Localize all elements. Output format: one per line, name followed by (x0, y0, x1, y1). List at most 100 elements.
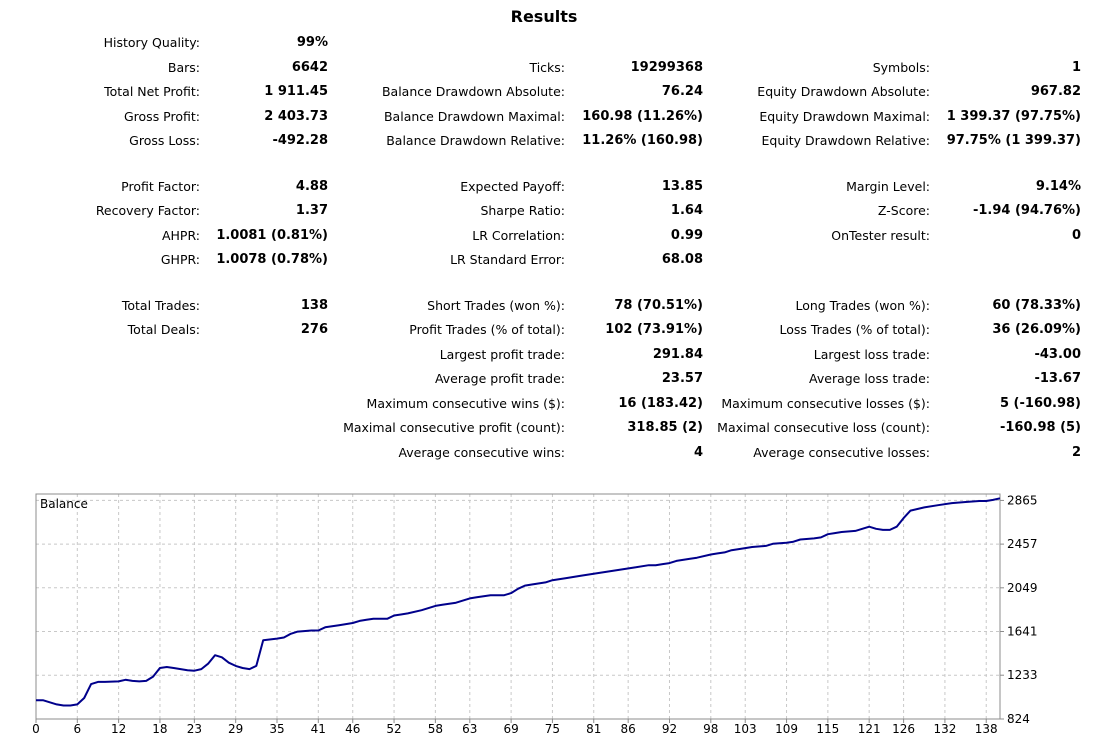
x-axis-ticks: 0 6 12 18 23 29 35 41 46 52 58 63 69 75 81 86 92 98 103 109… (32, 719, 998, 736)
equity-drawdown-maximal-label: Equity Drawdown Maximal: (759, 109, 930, 124)
x-tick-label: 63 (462, 722, 477, 736)
bars-label: Bars: (167, 60, 200, 75)
x-tick-label: 115 (816, 722, 839, 736)
balance-drawdown-absolute-value: 76.24 (661, 84, 703, 99)
balance-drawdown-maximal-value: 160.98 (11.26%) (582, 109, 703, 124)
x-tick-label: 41 (311, 722, 326, 736)
ticks-value: 19299368 (630, 60, 703, 75)
x-tick-label: 92 (662, 722, 677, 736)
equity-drawdown-absolute-value: 967.82 (1030, 84, 1081, 99)
ontester-result-value: 0 (1071, 228, 1081, 243)
x-tick-label: 12 (111, 722, 126, 736)
total-net-profit-value: 1 911.45 (264, 84, 328, 99)
x-tick-label: 75 (545, 722, 560, 736)
maximal-consecutive-profit-label: Maximal consecutive profit (count): (343, 420, 565, 435)
chart-title: Balance (40, 497, 88, 511)
expected-payoff-value: 13.85 (661, 179, 703, 194)
average-consecutive-wins-label: Average consecutive wins: (398, 445, 565, 460)
y-tick-label: 2049 (1007, 581, 1038, 595)
x-tick-label: 35 (269, 722, 284, 736)
gross-loss-label: Gross Loss: (129, 133, 200, 148)
gross-profit-label: Gross Profit: (123, 109, 200, 124)
history-quality-label: History Quality: (103, 35, 200, 50)
y-tick-label: 1233 (1007, 668, 1038, 682)
x-tick-label: 103 (734, 722, 757, 736)
margin-level-value: 9.14% (1035, 179, 1081, 194)
ahpr-label: AHPR: (161, 228, 200, 243)
recovery-factor-value: 1.37 (295, 203, 328, 218)
average-loss-trade-label: Average loss trade: (809, 371, 930, 386)
report-title: Results (510, 7, 578, 26)
y-tick-label: 1641 (1007, 625, 1038, 639)
short-trades-value: 78 (70.51%) (614, 298, 703, 313)
total-deals-value: 276 (300, 322, 328, 337)
profit-factor-label: Profit Factor: (121, 179, 200, 194)
z-score-value: -1.94 (94.76%) (972, 203, 1081, 218)
sharpe-ratio-label: Sharpe Ratio: (480, 203, 565, 218)
max-consecutive-losses-label: Maximum consecutive losses ($): (721, 396, 930, 411)
loss-trades-value: 36 (26.09%) (992, 322, 1081, 337)
balance-drawdown-relative-value: 11.26% (160.98) (582, 133, 703, 148)
margin-level-label: Margin Level: (846, 179, 930, 194)
largest-profit-trade-label: Largest profit trade: (439, 347, 565, 362)
maximal-consecutive-profit-value: 318.85 (2) (627, 420, 703, 435)
x-tick-label: 29 (228, 722, 243, 736)
equity-drawdown-maximal-value: 1 399.37 (97.75%) (946, 109, 1081, 124)
average-profit-trade-label: Average profit trade: (434, 371, 565, 386)
total-deals-label: Total Deals: (127, 322, 200, 337)
balance-drawdown-absolute-label: Balance Drawdown Absolute: (381, 84, 565, 99)
ghpr-value: 1.0078 (0.78%) (216, 252, 328, 267)
equity-drawdown-relative-label: Equity Drawdown Relative: (761, 133, 930, 148)
equity-drawdown-relative-value: 97.75% (1 399.37) (946, 133, 1081, 148)
balance-drawdown-relative-label: Balance Drawdown Relative: (386, 133, 565, 148)
x-tick-label: 46 (345, 722, 360, 736)
max-consecutive-losses-value: 5 (-160.98) (999, 396, 1081, 411)
max-consecutive-wins-value: 16 (183.42) (618, 396, 703, 411)
x-tick-label: 52 (386, 722, 401, 736)
maximal-consecutive-loss-label: Maximal consecutive loss (count): (717, 420, 930, 435)
largest-profit-trade-value: 291.84 (652, 347, 703, 362)
x-tick-label: 81 (586, 722, 601, 736)
ticks-label: Ticks: (529, 60, 565, 75)
largest-loss-trade-label: Largest loss trade: (813, 347, 930, 362)
equity-drawdown-absolute-label: Equity Drawdown Absolute: (757, 84, 930, 99)
lr-standard-error-value: 68.08 (661, 252, 703, 267)
recovery-factor-label: Recovery Factor: (95, 203, 200, 218)
bars-value: 6642 (291, 60, 328, 75)
ahpr-value: 1.0081 (0.81%) (216, 228, 328, 243)
x-tick-label: 138 (975, 722, 998, 736)
ghpr-label: GHPR: (160, 252, 200, 267)
lr-correlation-value: 0.99 (670, 228, 703, 243)
x-tick-label: 121 (858, 722, 881, 736)
x-tick-label: 58 (428, 722, 443, 736)
profit-trades-label: Profit Trades (% of total): (409, 322, 565, 337)
max-consecutive-wins-label: Maximum consecutive wins ($): (366, 396, 565, 411)
ontester-result-label: OnTester result: (831, 228, 930, 243)
series-lines (36, 497, 1001, 707)
profit-factor-value: 4.88 (295, 179, 328, 194)
x-tick-label: 132 (933, 722, 956, 736)
plot-frame (35, 493, 1001, 720)
maximal-consecutive-loss-value: -160.98 (5) (999, 420, 1081, 435)
balance-drawdown-maximal-label: Balance Drawdown Maximal: (383, 109, 565, 124)
z-score-label: Z-Score: (877, 203, 930, 218)
balance-chart: Balance 824 1233 1641 2049 2457 2865 0 6 12 18 23… (32, 493, 1038, 736)
y-tick-label: 824 (1007, 712, 1030, 726)
chart-grid (36, 494, 1000, 719)
history-quality-value: 99% (296, 35, 328, 50)
lr-standard-error-label: LR Standard Error: (450, 252, 565, 267)
x-tick-label: 0 (32, 722, 40, 736)
long-trades-label: Long Trades (won %): (795, 298, 930, 313)
symbols-value: 1 (1071, 60, 1081, 75)
x-tick-label: 126 (892, 722, 915, 736)
profit-trades-value: 102 (73.91%) (605, 322, 703, 337)
stats-grid: History Quality: 99% Bars: 6642 Total Net Pr… (95, 35, 1081, 460)
long-trades-value: 60 (78.33%) (992, 298, 1081, 313)
total-trades-value: 138 (300, 298, 328, 313)
sharpe-ratio-value: 1.64 (670, 203, 703, 218)
x-tick-label: 6 (73, 722, 81, 736)
largest-loss-trade-value: -43.00 (1034, 347, 1081, 362)
loss-trades-label: Loss Trades (% of total): (779, 322, 930, 337)
lr-correlation-label: LR Correlation: (472, 228, 565, 243)
balance-line (36, 497, 1001, 707)
